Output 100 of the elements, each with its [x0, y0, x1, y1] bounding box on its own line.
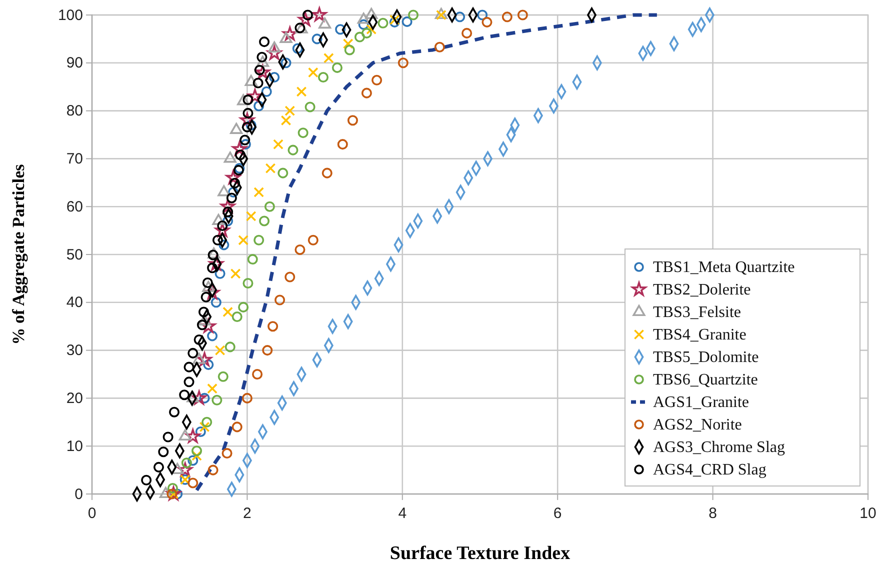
point: [254, 234, 264, 246]
y-tick-label: 0: [74, 486, 83, 503]
point: [212, 234, 223, 246]
point: [292, 43, 303, 54]
legend-label: TBS6_Quartzite: [653, 372, 758, 388]
point: [335, 24, 346, 35]
point: [181, 458, 192, 468]
point: [280, 58, 292, 68]
point: [408, 10, 419, 20]
point: [186, 391, 200, 402]
point: [208, 464, 218, 476]
point: [322, 168, 332, 178]
x-axis-title: Surface Texture Index: [390, 543, 571, 564]
legend-label: TBS4_Granite: [653, 326, 746, 344]
legend-label: TBS3_Felsite: [653, 304, 742, 321]
point: [462, 28, 472, 38]
point: [294, 244, 306, 255]
point: [402, 16, 412, 27]
point: [358, 19, 369, 30]
point: [312, 7, 327, 22]
point: [502, 12, 512, 22]
point: [237, 94, 250, 106]
point: [238, 234, 249, 246]
point: [240, 112, 254, 127]
point: [361, 28, 372, 38]
point: [268, 321, 278, 332]
point: [354, 32, 365, 42]
point: [205, 285, 220, 300]
point: [208, 250, 218, 260]
point: [199, 422, 210, 432]
point: [434, 42, 445, 52]
y-tick-label: 30: [66, 342, 83, 360]
point: [265, 163, 276, 174]
point: [224, 342, 236, 352]
point: [196, 320, 208, 330]
point: [218, 185, 230, 196]
point: [312, 34, 322, 44]
point: [323, 52, 334, 64]
point: [264, 201, 275, 212]
point: [162, 432, 174, 442]
point: [240, 134, 250, 146]
legend-label: AGS3_Chrome Slag: [653, 439, 785, 456]
point: [244, 74, 258, 86]
point: [247, 254, 258, 265]
point: [194, 334, 204, 346]
point: [238, 302, 249, 312]
point: [389, 14, 400, 25]
y-tick-label: 80: [66, 102, 83, 120]
point: [389, 16, 400, 28]
point: [202, 278, 213, 288]
point: [344, 44, 355, 56]
point: [252, 78, 264, 88]
point: [517, 10, 528, 20]
point: [282, 26, 298, 40]
point: [242, 278, 254, 288]
point: [215, 222, 230, 237]
point: [191, 446, 202, 456]
point: [296, 86, 307, 97]
point: [280, 115, 292, 126]
point: [226, 192, 237, 204]
point: [294, 22, 306, 34]
point: [192, 450, 202, 461]
point: [222, 306, 233, 318]
point: [482, 16, 492, 28]
point: [254, 187, 264, 198]
y-tick-label: 10: [66, 438, 83, 455]
point: [226, 170, 240, 184]
point: [184, 362, 194, 372]
point: [298, 128, 308, 138]
point: [361, 88, 372, 98]
point: [232, 422, 242, 432]
point: [234, 150, 246, 160]
point: [195, 426, 206, 437]
point: [246, 210, 256, 222]
point: [224, 152, 236, 163]
point: [228, 186, 238, 198]
point: [278, 168, 288, 178]
legend-label: AGS1_Granite: [653, 394, 749, 411]
point: [372, 74, 382, 86]
y-tick-label: 90: [66, 54, 83, 72]
y-tick-label: 70: [66, 150, 83, 168]
point: [308, 234, 318, 246]
point: [318, 17, 332, 29]
point: [477, 10, 488, 20]
point: [398, 58, 408, 68]
point: [207, 383, 218, 394]
point: [256, 52, 268, 62]
point: [188, 348, 198, 358]
point: [378, 18, 388, 28]
point: [192, 390, 206, 404]
point: [207, 330, 218, 342]
point: [178, 462, 192, 476]
point: [284, 272, 296, 282]
point: [255, 64, 270, 79]
point: [308, 67, 318, 78]
point: [210, 297, 222, 308]
point: [232, 142, 247, 156]
point: [168, 406, 180, 418]
y-tick-label: 60: [66, 198, 83, 216]
x-tick-label: 8: [708, 505, 717, 522]
